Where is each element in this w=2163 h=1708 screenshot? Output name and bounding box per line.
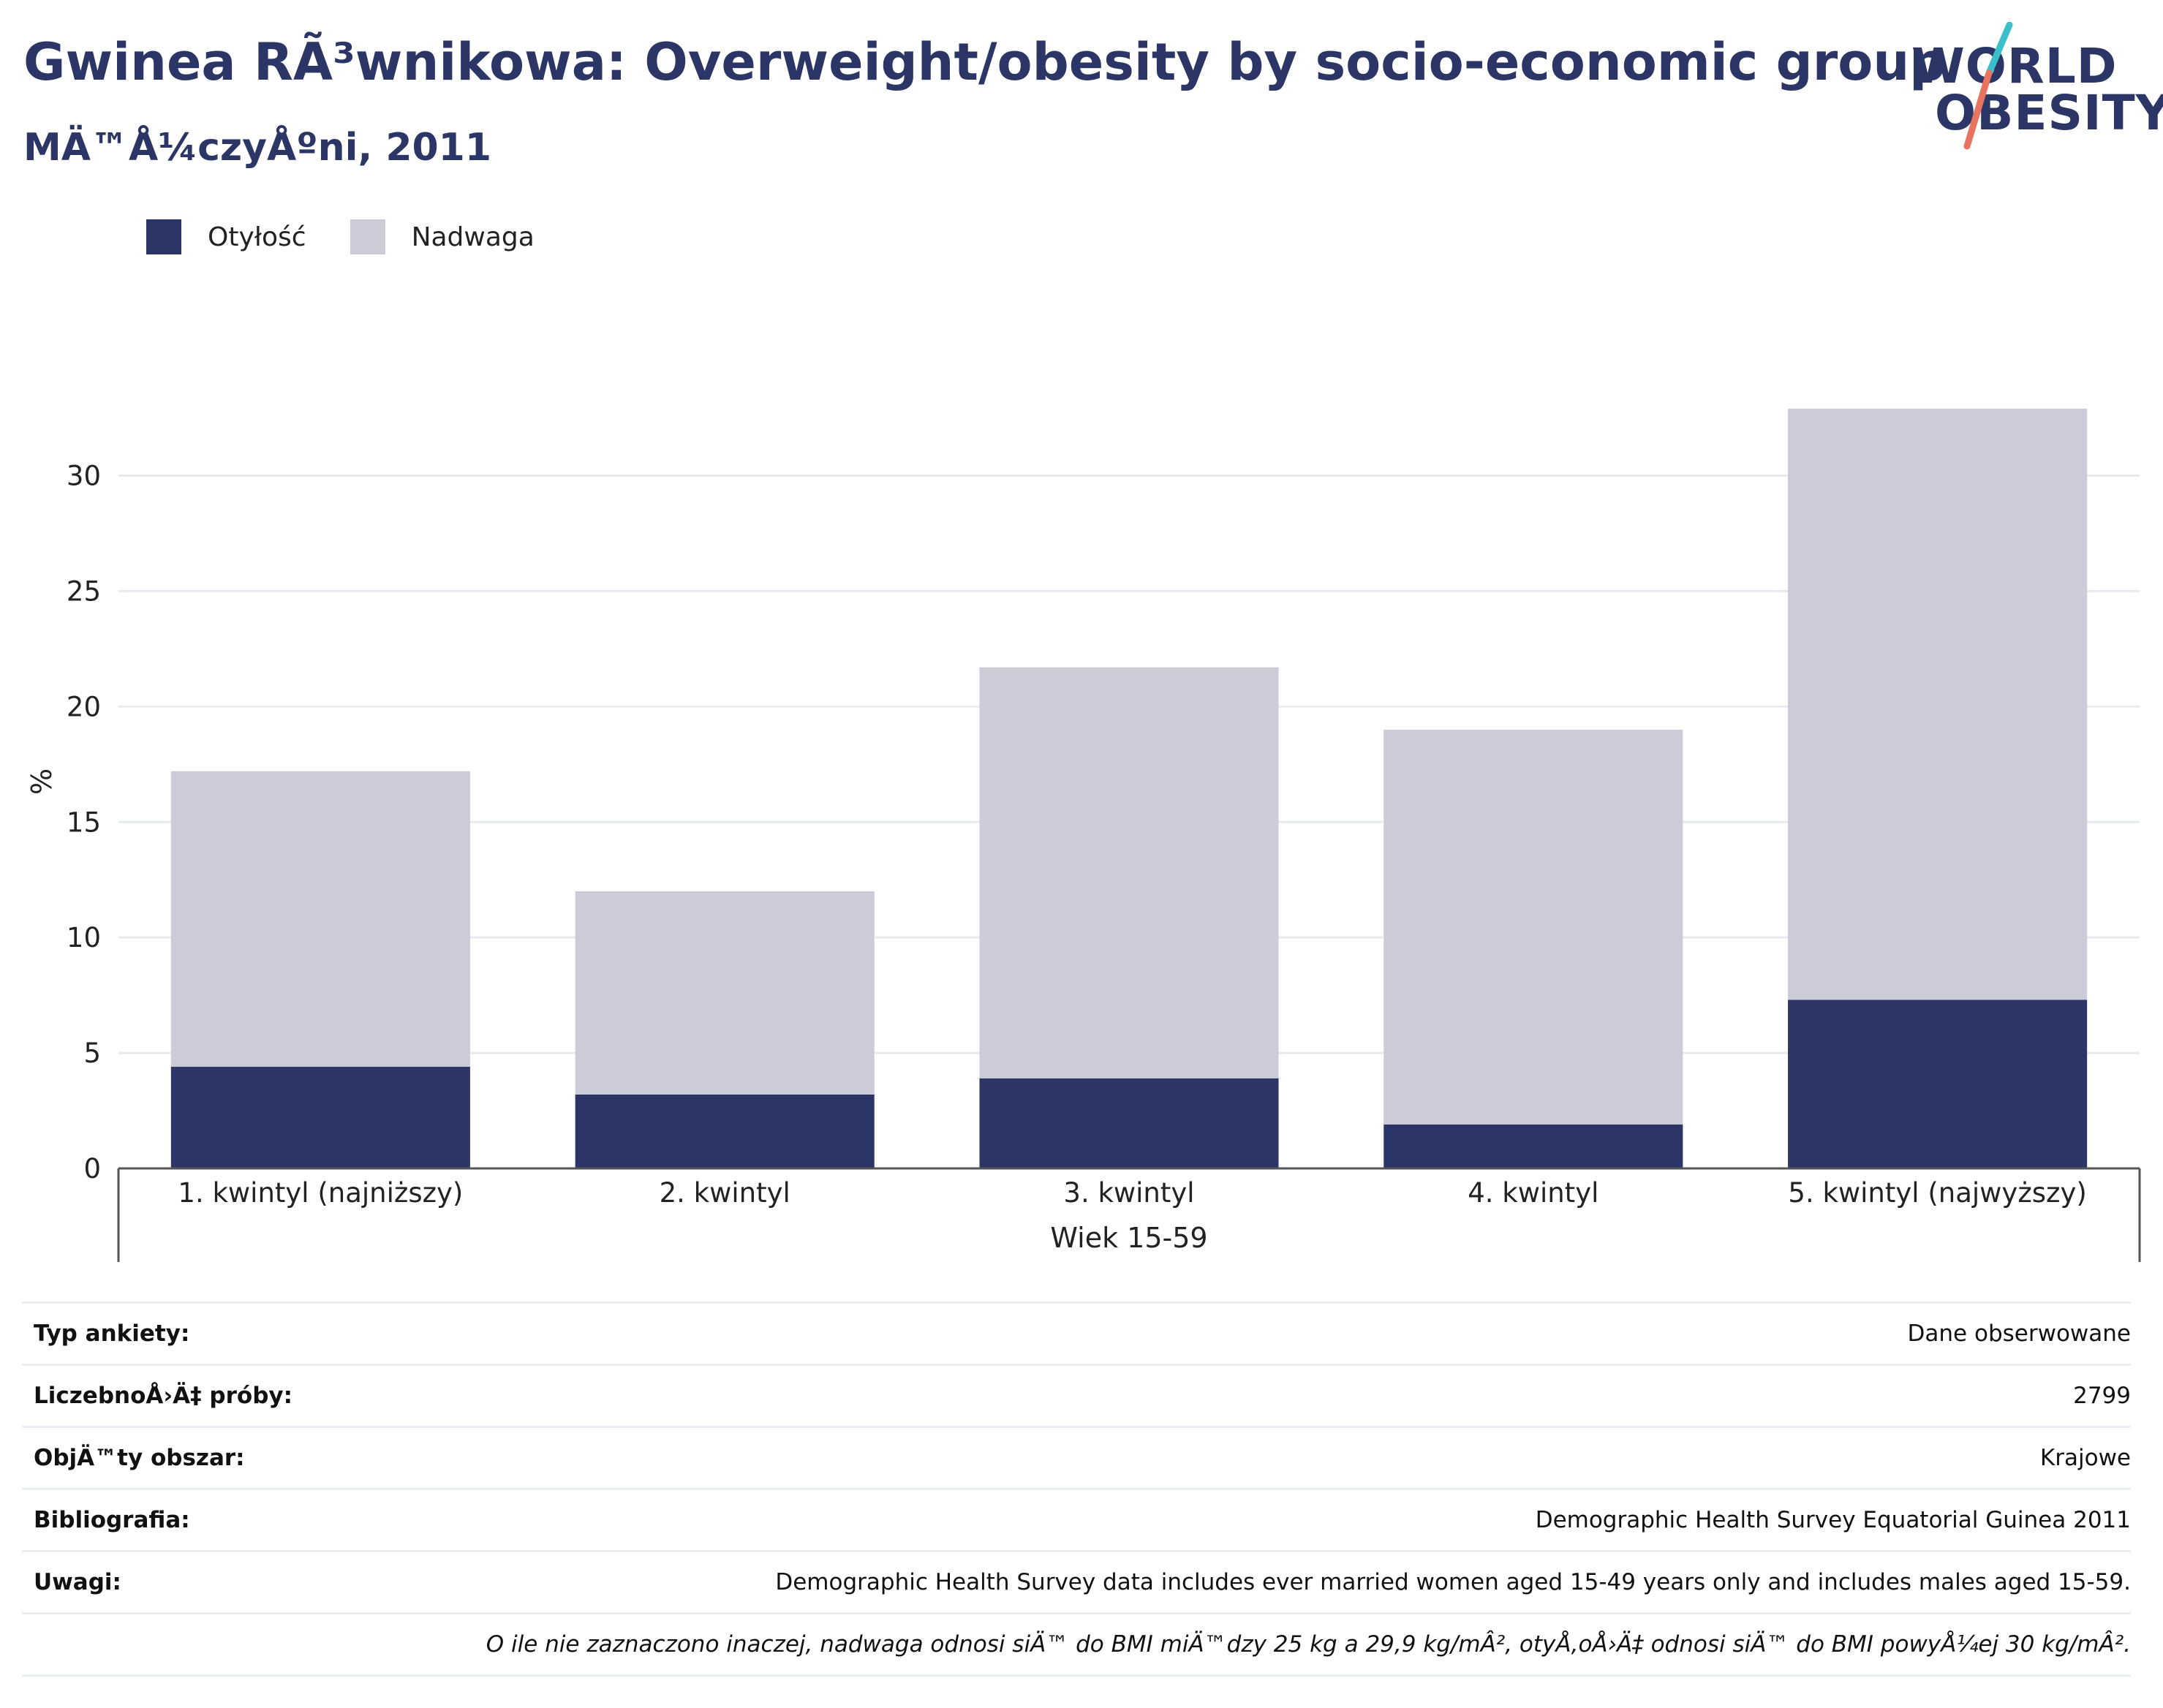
stacked-bar-chart: 0 5 10 15 20 25 30% 1. kwintyl (najniższy) 2. kw… — [26, 408, 2141, 1262]
legend-item-overweight[interactable]: Nadwaga — [350, 219, 535, 254]
bar-segment-overweight — [1788, 408, 2088, 1000]
info-row-sample-size: LiczebnoÅ›Ä‡ próby: 2799 — [22, 1364, 2131, 1426]
bar-segment-obesity — [170, 1067, 470, 1168]
info-key: Uwagi: — [34, 1569, 121, 1595]
info-key: LiczebnoÅ›Ä‡ próby: — [34, 1383, 293, 1409]
y-tick-label: 0 — [83, 1153, 101, 1184]
legend-item-obesity[interactable]: Otyłość — [146, 219, 306, 254]
info-row-bibliography: Bibliografia: Demographic Health Survey … — [22, 1488, 2131, 1550]
y-tick-label: 5 — [83, 1038, 101, 1069]
x-tick-label: 4. kwintyl — [1468, 1177, 1598, 1209]
info-row-notes: Uwagi: Demographic Health Survey data in… — [22, 1550, 2131, 1612]
info-row-survey-type: Typ ankiety: Dane obserwowane — [22, 1301, 2131, 1364]
y-tick-label: 20 — [67, 691, 101, 722]
info-value: 2799 — [2073, 1383, 2131, 1409]
legend-swatch-overweight — [350, 219, 385, 254]
legend-label-overweight: Nadwaga — [411, 222, 535, 252]
info-row-area-covered: ObjÄ™ty obszar: Krajowe — [22, 1426, 2131, 1488]
bar-segment-obesity — [1384, 1124, 1683, 1168]
x-axis-group-label: Wiek 15-59 — [1050, 1222, 1207, 1254]
info-key: Typ ankiety: — [34, 1320, 190, 1347]
bar-segment-overweight — [979, 667, 1279, 1078]
x-tick-label: 1. kwintyl (najniższy) — [178, 1177, 463, 1209]
logo-text-world: WORLD — [1911, 38, 2118, 94]
y-tick-label: 30 — [67, 461, 101, 492]
bar-segment-obesity — [1788, 1000, 2088, 1168]
info-key: Bibliografia: — [34, 1507, 190, 1533]
info-value: Krajowe — [2039, 1445, 2131, 1471]
logo-slash-icon — [1963, 22, 2013, 150]
bar-segment-overweight — [170, 771, 470, 1068]
y-axis-label: % — [26, 768, 58, 795]
info-row-footnote: O ile nie zaznaczono inaczej, nadwaga od… — [22, 1612, 2131, 1677]
info-key: ObjÄ™ty obszar: — [34, 1445, 245, 1471]
chart-title: Gwinea RÃ³wnikowa: Overweight/obesity by… — [23, 32, 1947, 92]
legend-swatch-obesity — [146, 219, 181, 254]
y-tick-label: 10 — [67, 922, 101, 953]
y-tick-label: 15 — [67, 806, 101, 838]
bar-segment-overweight — [575, 891, 875, 1095]
info-value: Dane obserwowane — [1907, 1320, 2131, 1347]
chart-subtitle: MÄ™Å¼czyÅºni, 2011 — [23, 126, 492, 170]
legend-label-obesity: Otyłość — [208, 222, 306, 252]
bar-segment-obesity — [575, 1094, 875, 1168]
bar-segment-overweight — [1384, 729, 1683, 1125]
x-tick-label: 2. kwintyl — [660, 1177, 790, 1209]
info-value: Demographic Health Survey Equatorial Gui… — [1535, 1507, 2131, 1533]
bar-segment-obesity — [979, 1078, 1279, 1168]
chart-legend: Otyłość Nadwaga — [146, 218, 578, 256]
footnote: O ile nie zaznaczono inaczej, nadwaga od… — [486, 1631, 2131, 1658]
y-tick-label: 25 — [67, 575, 101, 607]
survey-info-table: Typ ankiety: Dane obserwowane LiczebnoÅ›… — [22, 1301, 2131, 1677]
world-obesity-logo: WORLD OBESITY — [1909, 22, 2163, 154]
info-value: Demographic Health Survey data includes … — [775, 1569, 2131, 1595]
x-tick-label: 3. kwintyl — [1063, 1177, 1194, 1209]
x-tick-label: 5. kwintyl (najwyższy) — [1788, 1177, 2086, 1209]
